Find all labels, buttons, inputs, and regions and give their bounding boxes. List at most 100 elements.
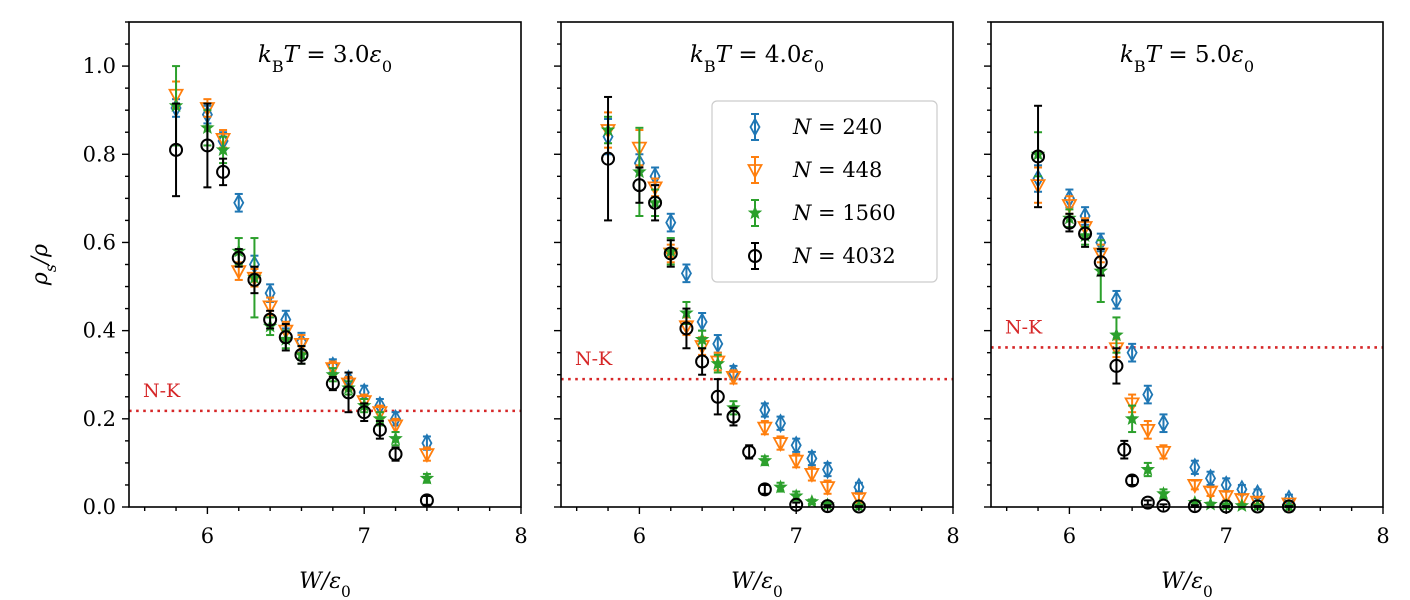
- data-point: [1155, 445, 1172, 461]
- data-point: [710, 356, 726, 370]
- data-point: [419, 470, 435, 485]
- data-point: [293, 337, 310, 353]
- data-point: [694, 331, 710, 346]
- x-tick-label: 6: [1063, 524, 1076, 548]
- series-n-448: [168, 80, 435, 463]
- data-point: [648, 195, 663, 210]
- data-point: [371, 406, 388, 422]
- data-point: [710, 389, 725, 404]
- data-point: [803, 468, 820, 483]
- legend-label: N = 4032: [792, 244, 896, 268]
- data-point: [200, 138, 215, 153]
- data-point: [756, 421, 773, 437]
- y-axis-label: ρs/ρ: [28, 244, 60, 286]
- data-point: [695, 354, 710, 369]
- x-tick-label: 7: [1220, 524, 1233, 548]
- data-point: [819, 481, 836, 497]
- data-point: [757, 482, 772, 497]
- x-axis-label: W/ε0: [1161, 569, 1213, 600]
- data-point: [725, 371, 742, 386]
- data-point: [632, 178, 647, 193]
- data-point: [1126, 342, 1138, 363]
- legend-marker: [747, 205, 763, 220]
- data-point: [388, 447, 403, 462]
- data-point: [774, 413, 787, 434]
- data-point: [663, 246, 678, 261]
- data-point: [1124, 411, 1140, 425]
- data-point: [820, 499, 835, 514]
- series-n-4032: [169, 102, 434, 508]
- nk-label: N-K: [575, 348, 613, 370]
- data-point: [850, 492, 867, 508]
- data-point: [1139, 423, 1156, 439]
- data-point: [1202, 485, 1219, 501]
- x-tick-label: 7: [790, 524, 803, 548]
- data-point: [1109, 327, 1124, 342]
- data-point: [1117, 442, 1132, 457]
- data-point: [1093, 255, 1108, 270]
- x-axis-label: W/ε0: [731, 569, 783, 600]
- panel-title: kBT = 5.0ε0: [1120, 42, 1254, 76]
- data-point: [262, 300, 279, 316]
- y-tick-label: 1.0: [83, 54, 116, 78]
- data-point: [822, 459, 834, 480]
- legend-marker: [746, 164, 764, 179]
- legend-entry-n-1560: N = 1560: [747, 199, 896, 227]
- data-point: [788, 454, 805, 470]
- y-tick-label: 0.8: [83, 142, 116, 166]
- data-point: [1109, 358, 1124, 373]
- legend-entry-n-448: N = 448: [746, 156, 882, 184]
- data-point: [1142, 384, 1154, 405]
- nk-label: N-K: [1005, 316, 1043, 338]
- y-tick-label: 0.0: [83, 495, 116, 519]
- legend-entry-n-4032: N = 4032: [748, 242, 896, 270]
- data-point: [1233, 493, 1250, 508]
- data-point: [601, 151, 616, 166]
- data-point: [1156, 486, 1171, 500]
- data-point: [169, 142, 184, 157]
- data-point: [341, 385, 356, 400]
- legend-marker: [748, 249, 762, 263]
- data-point: [418, 448, 435, 463]
- legend-label: N = 1560: [792, 201, 896, 225]
- data-point: [357, 405, 372, 420]
- panel-3: N-K 6 7 8 W/ε0 kBT = 5.0ε0: [984, 21, 1390, 600]
- data-point: [372, 422, 387, 437]
- data-point: [1189, 457, 1201, 478]
- data-point: [1031, 149, 1046, 164]
- data-point: [804, 494, 820, 508]
- data-point: [1203, 496, 1218, 511]
- data-point: [1125, 473, 1140, 488]
- data-point: [1124, 397, 1141, 413]
- x-tick-label: 8: [1376, 524, 1389, 548]
- data-point: [1157, 413, 1170, 434]
- data-point: [726, 409, 741, 424]
- data-point: [233, 192, 245, 213]
- data-point: [772, 437, 789, 452]
- data-point: [1186, 479, 1203, 494]
- legend-box: [711, 100, 938, 283]
- data-point: [215, 132, 232, 148]
- axes-frame: [128, 21, 522, 508]
- data-point: [757, 453, 773, 467]
- data-point: [294, 347, 309, 362]
- data-point: [278, 330, 293, 345]
- data-point: [679, 321, 694, 336]
- data-point: [356, 395, 373, 411]
- legend-label: N = 448: [792, 158, 882, 182]
- data-point: [1187, 499, 1202, 514]
- y-tick-label: 0.2: [83, 407, 116, 431]
- data-point: [1140, 461, 1156, 476]
- x-tick-label: 6: [201, 524, 214, 548]
- data-point: [231, 250, 246, 265]
- data-point: [1110, 289, 1122, 310]
- data-point: [680, 263, 692, 284]
- data-point: [647, 181, 664, 197]
- data-point: [215, 142, 231, 157]
- data-point: [388, 431, 403, 445]
- y-tick-label: 0.6: [83, 230, 116, 254]
- panel-2: N-K 6 7 8 W/ε0 kBT = 4.0ε0: [554, 21, 960, 600]
- data-point: [325, 376, 340, 391]
- data-point: [1062, 215, 1077, 230]
